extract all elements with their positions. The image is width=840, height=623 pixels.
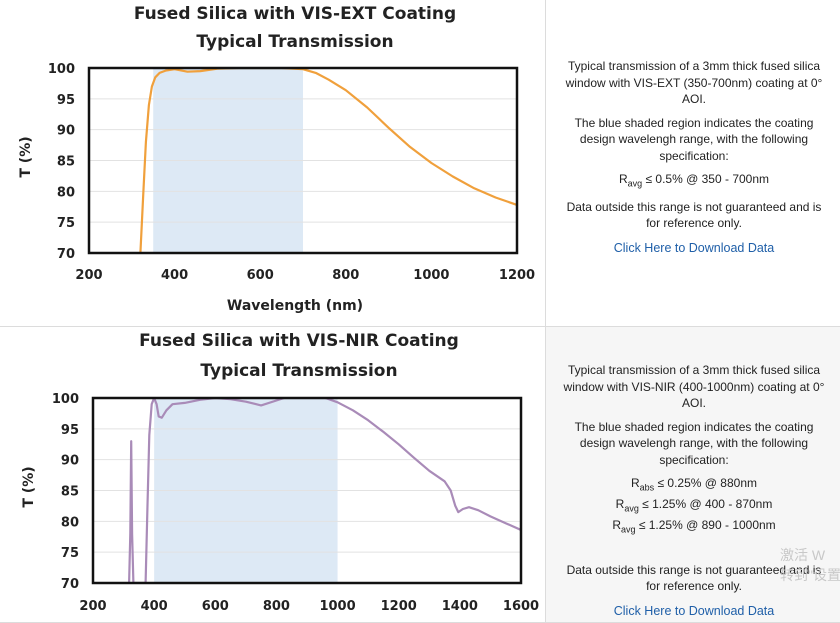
description-text: Typical transmission of a 3mm thick fuse… bbox=[563, 363, 825, 410]
chart-cell-vis-nir: Fused Silica with VIS-NIR Coating Typical… bbox=[0, 327, 546, 622]
description-text: Typical transmission of a 3mm thick fuse… bbox=[565, 59, 823, 106]
plot-frame bbox=[91, 396, 523, 585]
x-tick-label: 1200 bbox=[381, 599, 417, 614]
spec-list: Rabs ≤ 0.25% @ 880nm Ravg ≤ 1.25% @ 400 -… bbox=[560, 475, 828, 538]
x-tick-label: 800 bbox=[263, 599, 290, 614]
description-vis-ext: Typical transmission of a 3mm thick fuse… bbox=[560, 58, 828, 256]
x-tick-label: 800 bbox=[332, 268, 359, 283]
chart-subtitle: Typical Transmission bbox=[200, 361, 397, 381]
spec-line: Ravg ≤ 0.5% @ 350 - 700nm bbox=[618, 172, 770, 189]
description-text: Data outside this range is not guarantee… bbox=[566, 199, 822, 231]
download-data-link[interactable]: Click Here to Download Data bbox=[613, 603, 775, 618]
description-cell-vis-nir: Typical transmission of a 3mm thick fuse… bbox=[546, 327, 840, 622]
description-vis-nir: Typical transmission of a 3mm thick fuse… bbox=[560, 362, 828, 619]
row-vis-nir: Fused Silica with VIS-NIR Coating Typical… bbox=[0, 327, 840, 623]
spec-line: Ravg ≤ 1.25% @ 890 - 1000nm bbox=[612, 517, 776, 535]
chart-vis-nir: Fused Silica with VIS-NIR Coating Typical… bbox=[21, 331, 539, 614]
y-tick-label: 70 bbox=[61, 577, 79, 592]
row-vis-ext: Fused Silica with VIS-EXT Coating Typical… bbox=[0, 0, 840, 327]
x-tick-label: 400 bbox=[141, 599, 168, 614]
y-axis-label: T (%) bbox=[21, 466, 37, 507]
y-tick-label: 75 bbox=[57, 216, 75, 231]
spec-list: Ravg ≤ 0.5% @ 350 - 700nm bbox=[560, 171, 828, 192]
x-tick-label: 1000 bbox=[413, 268, 449, 283]
chart-vis-ext: Fused Silica with VIS-EXT Coating Typical… bbox=[18, 4, 535, 314]
download-data-link[interactable]: Click Here to Download Data bbox=[613, 240, 775, 255]
chart-cell-vis-ext: Fused Silica with VIS-EXT Coating Typical… bbox=[0, 0, 546, 326]
description-text: The blue shaded region indicates the coa… bbox=[574, 115, 814, 163]
x-tick-label: 1400 bbox=[442, 599, 478, 614]
y-tick-label: 90 bbox=[57, 124, 75, 139]
x-axis-label: Wavelength (nm) bbox=[227, 298, 363, 314]
x-tick-label: 400 bbox=[161, 268, 188, 283]
x-tick-label: 600 bbox=[247, 268, 274, 283]
y-tick-label: 95 bbox=[61, 423, 79, 438]
x-tick-label: 1600 bbox=[503, 599, 539, 614]
spec-line: Ravg ≤ 1.25% @ 400 - 870nm bbox=[615, 496, 773, 514]
y-tick-label: 85 bbox=[57, 155, 75, 170]
plot-frame bbox=[87, 66, 519, 255]
description-text: Data outside this range is not guarantee… bbox=[566, 562, 822, 594]
y-axis-label: T (%) bbox=[18, 136, 34, 177]
spec-line: Rabs ≤ 0.25% @ 880nm bbox=[630, 476, 757, 493]
watermark-line: 激活 W bbox=[780, 547, 826, 563]
transmission-line bbox=[128, 398, 521, 583]
y-tick-label: 75 bbox=[61, 546, 79, 561]
y-tick-label: 80 bbox=[57, 185, 75, 200]
activation-watermark: 激活 W 转到"设置 bbox=[780, 545, 840, 585]
chart-title: Fused Silica with VIS-NIR Coating bbox=[139, 331, 459, 351]
y-tick-label: 70 bbox=[57, 247, 75, 262]
y-tick-label: 90 bbox=[61, 454, 79, 469]
x-tick-label: 200 bbox=[79, 599, 106, 614]
x-tick-label: 600 bbox=[202, 599, 229, 614]
transmission-line bbox=[139, 68, 517, 253]
y-tick-label: 85 bbox=[61, 485, 79, 500]
x-tick-label: 1200 bbox=[499, 268, 535, 283]
description-text: The blue shaded region indicates the coa… bbox=[574, 419, 814, 467]
x-tick-label: 200 bbox=[75, 268, 102, 283]
y-tick-label: 80 bbox=[61, 515, 79, 530]
x-tick-label: 1000 bbox=[319, 599, 355, 614]
y-tick-label: 100 bbox=[52, 392, 79, 407]
description-cell-vis-ext: Typical transmission of a 3mm thick fuse… bbox=[546, 0, 840, 326]
y-tick-label: 100 bbox=[48, 62, 75, 77]
chart-title: Fused Silica with VIS-EXT Coating bbox=[134, 4, 456, 24]
watermark-line: 转到"设置 bbox=[780, 567, 840, 583]
y-tick-label: 95 bbox=[57, 93, 75, 108]
chart-subtitle: Typical Transmission bbox=[196, 32, 393, 52]
